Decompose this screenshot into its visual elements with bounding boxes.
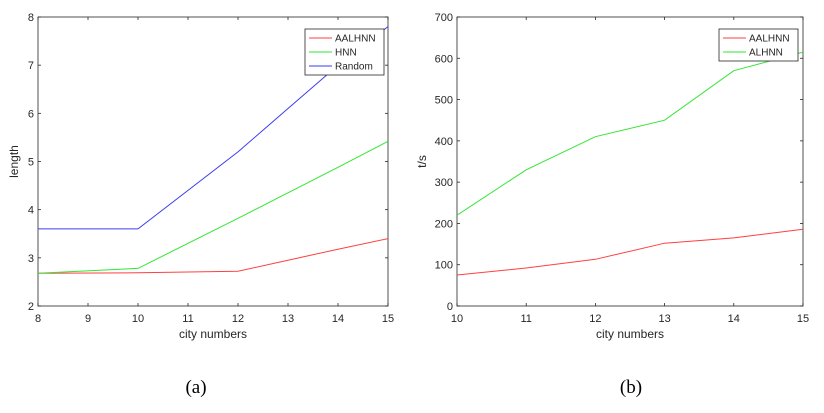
y-axis-label: length [7,145,21,178]
x-tick-label: 15 [382,313,394,325]
legend-label: ALHNN [749,48,783,59]
x-axis-label: city numbers [596,327,664,341]
y-tick-label: 2 [28,301,34,313]
series-line-aalhnn [38,238,388,274]
legend-label: AALHNN [749,34,790,45]
caption-b: (b) [619,377,643,398]
legend-label: AALHNN [335,34,376,45]
x-tick-label: 14 [728,313,740,325]
legend-box [718,28,799,62]
x-tick-label: 8 [35,313,41,325]
chart-a: 8 9 10 11 12 13 14 15 2 3 4 5 6 7 8 city numbers length A… [7,12,394,341]
y-tick-label: 300 [435,177,453,189]
y-tick-label: 3 [28,253,34,265]
y-tick-label: 200 [435,218,453,230]
x-tick-label: 10 [451,313,463,325]
legend-label: HNN [335,48,357,59]
x-tick-label: 11 [520,313,531,325]
y-axis-label: t/s [415,155,429,168]
y-tick-label: 5 [28,157,34,169]
y-tick-label: 500 [435,95,453,107]
x-axis-label: city numbers [179,327,247,341]
y-tick-label: 0 [447,301,453,313]
y-tick-label: 6 [28,108,34,120]
x-tick-label: 12 [589,313,601,325]
y-tick-label: 100 [435,260,453,272]
caption-a: (a) [185,377,207,398]
x-tick-label: 10 [132,313,144,325]
x-tick-label: 13 [282,313,294,325]
y-tick-label: 600 [435,53,453,65]
x-tick-label: 11 [182,313,193,325]
axes-box [456,16,804,307]
x-tick-label: 12 [232,313,244,325]
series-line-alhnn [457,51,803,216]
legend-label: Random [335,62,373,73]
series-line-aalhnn [457,228,803,276]
y-tick-label: 8 [28,12,34,24]
series-line-hnn [38,140,388,274]
x-tick-label: 9 [85,313,91,325]
y-tick-label: 7 [28,60,34,72]
x-tick-label: 14 [332,313,344,325]
y-tick-label: 400 [435,136,453,148]
x-tick-label: 15 [797,313,809,325]
y-tick-label: 700 [435,12,453,24]
chart-b: 10 11 12 13 14 15 0 100 200 300 400 500 600 700 city n… [415,12,809,341]
y-tick-label: 4 [28,205,34,217]
x-tick-label: 13 [658,313,670,325]
